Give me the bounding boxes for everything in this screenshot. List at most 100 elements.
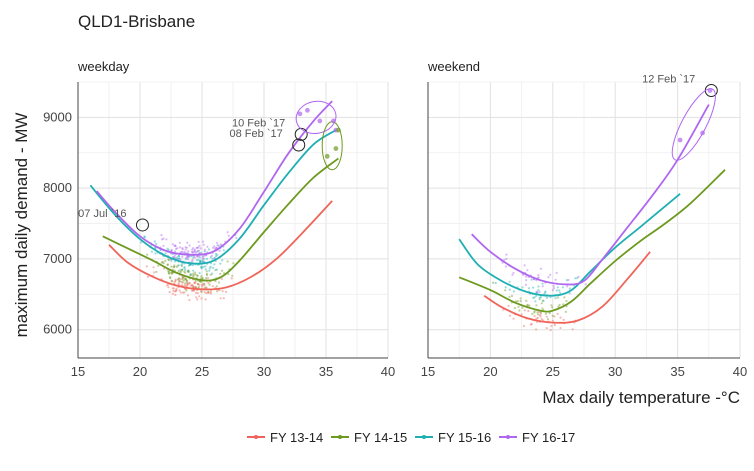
data-point [520,313,523,316]
data-point [537,274,540,277]
data-point [174,278,177,281]
data-point [181,281,184,284]
data-point [174,279,177,282]
data-point [198,272,201,275]
data-point [215,246,218,249]
data-point [189,274,192,277]
data-point [536,316,540,319]
data-point [505,253,508,256]
data-point [203,291,206,294]
data-point [563,296,566,299]
data-point [230,277,233,280]
data-point [516,300,519,303]
data-point [200,275,203,278]
data-point [178,241,181,244]
data-point [217,281,220,284]
data-point [552,284,555,287]
data-point [162,262,165,265]
x-axis-label: Max daily temperature -°C [542,388,740,407]
data-point [208,283,211,286]
data-point [140,241,143,244]
data-point [528,287,531,290]
y-axis-label: maximum daily demand - MW [12,113,31,338]
data-point [194,273,197,276]
data-point [179,271,182,274]
data-point [167,258,170,261]
data-point [173,265,176,269]
data-point [192,274,195,277]
chart-panels: 15 20 25 30 35 40 6000 7000 8000 9000 07 Jul `16 08… [43,73,747,379]
panel-weekend: 15 20 25 30 35 40 12 Feb `17 [421,73,747,379]
data-point [181,278,184,281]
data-point [196,283,199,286]
data-point [184,248,187,251]
x-tick-label: 35 [319,364,333,379]
data-point [177,254,180,257]
data-point [173,244,177,247]
data-point [197,258,200,262]
series-line-fy-16-17 [95,100,333,256]
data-point [577,275,580,278]
data-point [154,247,157,250]
data-point [195,274,199,277]
data-point [558,289,561,292]
data-point [162,237,165,240]
data-point [537,285,540,288]
data-point [523,309,526,312]
series-line-fy-14-15 [458,169,726,313]
data-point [194,279,197,282]
data-point [178,257,181,260]
data-point [208,269,211,272]
data-point [196,292,199,295]
data-point [523,264,526,267]
panel-label-weekday: weekday [77,59,130,74]
data-point [550,304,553,307]
data-point [194,285,197,288]
data-point [167,270,170,273]
data-point [173,264,176,267]
data-point [186,241,189,244]
data-point [168,272,171,275]
data-point [574,277,577,280]
data-point [145,265,148,268]
data-point [155,242,158,245]
data-point [180,284,183,287]
data-point [209,256,212,259]
data-point [198,256,201,259]
data-point [522,324,526,328]
data-point [222,249,225,252]
legend-swatch-dot [254,435,258,439]
data-point [235,236,238,240]
data-point [186,294,190,297]
annotation-label: 12 Feb `17 [642,73,695,85]
data-point [517,305,520,308]
data-point [519,300,522,303]
data-point [207,290,210,293]
data-point [183,250,186,254]
data-point [210,254,213,257]
data-point [177,255,181,258]
data-point [170,272,173,275]
data-point [172,287,175,290]
data-point [546,318,550,321]
data-point [186,281,189,284]
data-point [700,130,705,136]
data-point [215,255,218,258]
data-point [193,249,196,252]
data-point [529,323,533,326]
data-point [542,299,545,302]
x-tick-label: 30 [608,364,622,379]
data-point [535,294,538,298]
data-point [179,291,182,294]
data-point [205,270,208,273]
data-point [545,296,549,299]
data-point [218,249,221,252]
data-point [559,326,562,330]
data-point [176,278,179,281]
data-point [150,250,153,253]
data-point [503,258,506,261]
data-point [565,299,568,303]
y-tick-label: 8000 [43,180,72,195]
data-point [532,296,535,299]
